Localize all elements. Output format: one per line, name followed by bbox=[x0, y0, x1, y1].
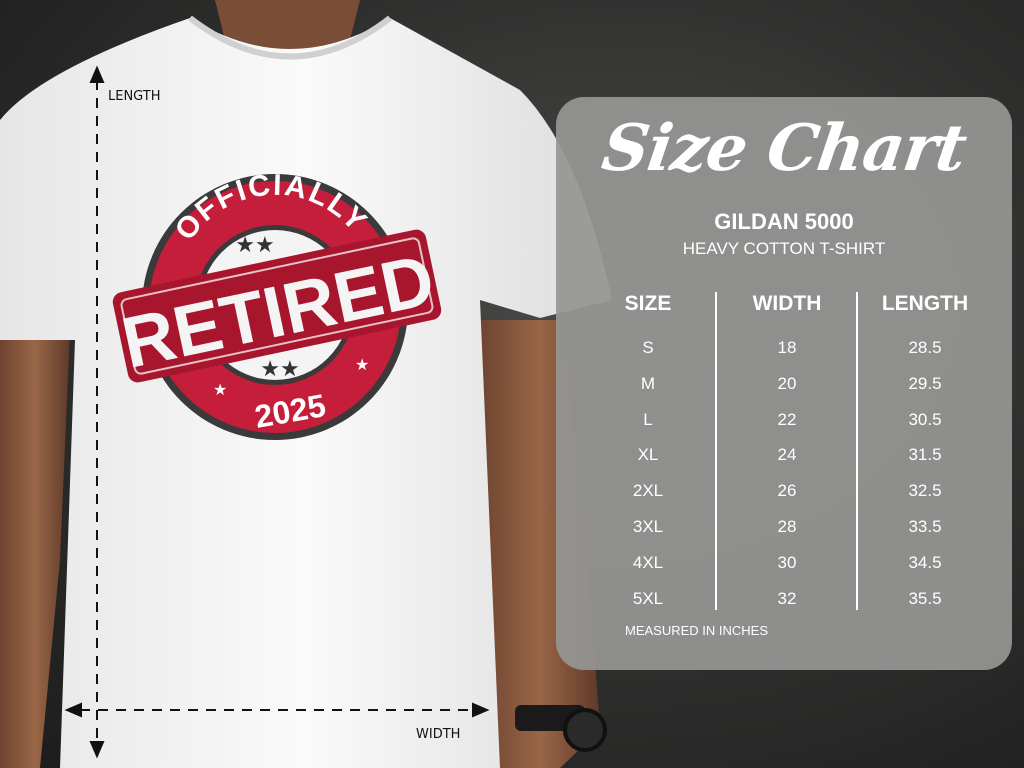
retired-logo: OFFICIALLY ★★ ★★ ★ ★ RETIRED 2025 bbox=[112, 168, 442, 440]
table-cell: L bbox=[643, 409, 653, 429]
table-cell: M bbox=[640, 373, 656, 393]
table-cell: 30.5 bbox=[908, 409, 942, 429]
svg-text:★: ★ bbox=[355, 357, 369, 374]
column-divider bbox=[715, 292, 717, 610]
left-arm bbox=[0, 330, 70, 768]
subtitle: HEAVY COTTON T-SHIRT bbox=[682, 239, 886, 258]
measurement-note: MEASURED IN INCHES bbox=[625, 623, 769, 638]
size-chart-panel: Size Chart GILDAN 5000 HEAVY COTTON T-SH… bbox=[556, 97, 1012, 670]
table-cell: 28.5 bbox=[908, 338, 942, 357]
table-cell: 5XL bbox=[632, 588, 664, 608]
column-size: SIZE S M L XL 2XL 3XL 4XL 5XL bbox=[578, 289, 718, 623]
length-label: LENGTH bbox=[108, 89, 161, 104]
column-header: SIZE bbox=[624, 292, 672, 315]
table-cell: XL bbox=[637, 445, 659, 465]
size-chart-title: Size Chart bbox=[597, 111, 971, 186]
column-width: WIDTH 18 20 22 24 26 28 30 32 bbox=[717, 289, 857, 623]
svg-text:★★: ★★ bbox=[260, 356, 299, 381]
width-label: WIDTH bbox=[416, 727, 461, 742]
table-cell: 3XL bbox=[632, 516, 664, 536]
table-cell: 18 bbox=[777, 338, 797, 357]
table-cell: 30 bbox=[777, 552, 797, 572]
column-length: LENGTH 28.5 29.5 30.5 31.5 32.5 33.5 34.5 35.5 bbox=[855, 289, 995, 623]
table-cell: 33.5 bbox=[908, 516, 942, 536]
table-cell: 24 bbox=[777, 445, 797, 465]
table-cell: 26 bbox=[777, 481, 797, 501]
table-cell: 34.5 bbox=[908, 552, 942, 572]
svg-text:★★: ★★ bbox=[235, 232, 274, 257]
measurement-lines bbox=[64, 65, 490, 759]
column-divider bbox=[856, 292, 858, 610]
table-cell: 4XL bbox=[632, 552, 664, 572]
brand: GILDAN 5000 bbox=[714, 209, 854, 234]
table-cell: 28 bbox=[777, 516, 797, 536]
table-cell: 31.5 bbox=[908, 445, 942, 465]
arrow-left-icon bbox=[64, 702, 82, 718]
arrow-up-icon bbox=[89, 65, 105, 83]
svg-text:★: ★ bbox=[213, 382, 227, 399]
arrow-right-icon bbox=[472, 702, 490, 718]
table-cell: 20 bbox=[777, 373, 797, 393]
table-cell: 32 bbox=[777, 588, 797, 608]
arrow-down-icon bbox=[89, 741, 105, 759]
table-cell: 32.5 bbox=[908, 481, 942, 501]
table-cell: 29.5 bbox=[908, 373, 942, 393]
table-cell: 22 bbox=[777, 409, 797, 429]
table-cell: S bbox=[642, 338, 654, 357]
table-cell: 2XL bbox=[632, 481, 664, 501]
column-header: LENGTH bbox=[881, 292, 969, 315]
table-cell: 35.5 bbox=[908, 588, 942, 608]
column-header: WIDTH bbox=[752, 292, 822, 315]
